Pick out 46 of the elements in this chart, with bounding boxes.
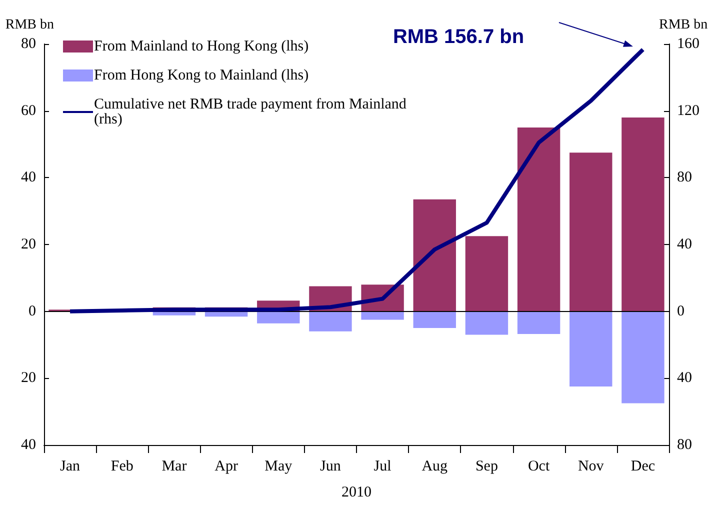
y-tick-label: 40: [21, 437, 36, 453]
bar: [622, 118, 664, 312]
y-tick-label: 40: [21, 170, 36, 186]
bar: [361, 311, 404, 320]
x-tick-label: Jun: [320, 458, 342, 474]
x-tick-label: Oct: [528, 458, 550, 474]
y-tick-label: 20: [21, 370, 36, 386]
bar: [413, 311, 456, 328]
y2-tick-label: 120: [677, 102, 700, 119]
bar: [309, 311, 352, 332]
bar: [570, 311, 612, 387]
y2-axis-title: RMB bn: [659, 18, 708, 32]
y2-tick-label: 0: [677, 303, 684, 320]
bar: [413, 199, 456, 312]
y-axis-title: RMB bn: [5, 18, 54, 32]
x-tick-label: Dec: [630, 458, 656, 474]
y2-tick-label: 80: [677, 170, 692, 186]
y2-tick-label: 40: [677, 236, 692, 252]
y2-tick-label: 160: [677, 36, 700, 52]
legend-label: Cumulative net RMB trade payment from Mainland (rhs): [94, 96, 407, 128]
x-tick-label: May: [264, 458, 293, 474]
bar: [465, 236, 508, 312]
y2-tick-label: 80: [677, 437, 692, 453]
x-tick-label: Jul: [374, 458, 392, 474]
x-tick-label: Jan: [60, 458, 81, 474]
bar: [517, 311, 560, 334]
legend-label: From Hong Kong to Mainland (lhs): [94, 68, 309, 84]
x-tick-label: Apr: [214, 458, 238, 474]
bar: [257, 311, 300, 324]
y-tick-label: 0: [28, 303, 36, 320]
y-tick-label: 60: [21, 102, 36, 119]
legend-label: From Mainland to Hong Kong (lhs): [94, 38, 309, 54]
x-tick-label: Sep: [475, 458, 498, 474]
x-tick-label: Nov: [578, 458, 604, 474]
bar: [570, 152, 612, 312]
x-axis-title: 2010: [342, 484, 372, 500]
bar: [517, 128, 560, 312]
annotation: RMB 156.7 bn: [392, 26, 524, 48]
x-tick-label: Aug: [422, 458, 448, 474]
y-tick-label: 80: [21, 36, 36, 52]
y-tick-label: 20: [21, 236, 36, 252]
x-tick-label: Feb: [110, 458, 134, 474]
bar: [622, 311, 664, 404]
y2-tick-label: 40: [677, 370, 692, 386]
x-tick-label: Mar: [162, 458, 187, 474]
bar: [465, 311, 508, 335]
